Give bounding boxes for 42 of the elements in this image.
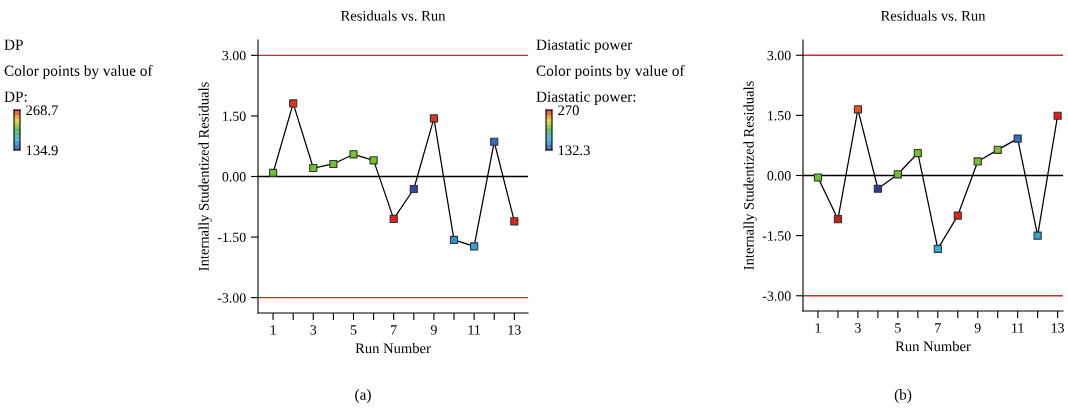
x-tick-label: 11 xyxy=(1012,323,1024,333)
x-axis-title: Run Number xyxy=(895,340,971,352)
y-tick-label: 1.50 xyxy=(223,111,246,121)
text: Color points by value of xyxy=(536,64,685,80)
color-bar-label: 132.3 xyxy=(558,145,590,156)
y-tick-label: 1.50 xyxy=(768,110,791,121)
text: DP xyxy=(4,39,23,50)
y-tick-label: 0.00 xyxy=(767,171,791,181)
x-tick-label: 3 xyxy=(855,323,861,333)
x-tick-label: 11 xyxy=(468,325,480,335)
y-tick-label: -3.00 xyxy=(762,291,791,301)
x-tick-label: 5 xyxy=(350,325,357,335)
y-tick-label: 3.00 xyxy=(767,50,791,61)
y-tick-label: -3.00 xyxy=(217,293,246,303)
x-tick-label: 9 xyxy=(430,325,437,335)
x-tick-label: 1 xyxy=(815,323,821,333)
chart-title: Residuals vs. Run xyxy=(880,10,986,21)
x-tick-label: 1 xyxy=(270,325,276,335)
y-tick-label: 0.00 xyxy=(222,172,246,182)
color-bar-label: 268.7 xyxy=(26,105,58,116)
chart-title: Residuals vs. Run xyxy=(340,10,446,21)
x-tick-label: 3 xyxy=(310,325,317,335)
y-axis-title: Internally Studentized Residuals xyxy=(743,81,757,270)
x-tick-label: 9 xyxy=(974,323,981,333)
color-bar-label: 134.9 xyxy=(26,145,58,156)
text: Diastatic power xyxy=(536,39,633,53)
x-tick-label: 7 xyxy=(935,323,941,333)
color-bar-title: Diastatic power: xyxy=(536,91,636,105)
y-tick-label: -1.50 xyxy=(762,231,791,241)
x-tick-label: 13 xyxy=(1051,323,1065,333)
color-bar-title: DP: xyxy=(4,91,27,102)
x-tick-label: 7 xyxy=(391,325,397,335)
y-tick-label: -1.50 xyxy=(217,232,246,243)
y-tick-label: 3.00 xyxy=(222,50,246,61)
text: (b) xyxy=(894,389,912,403)
color-bar-label: 270 xyxy=(558,105,579,116)
x-tick-label: 5 xyxy=(895,323,901,333)
text: Color points by value of xyxy=(4,64,153,80)
x-tick-label: 13 xyxy=(508,325,521,335)
text: (a) xyxy=(355,389,371,403)
y-axis-title: Internally Studentized Residuals xyxy=(198,82,212,271)
x-axis-title: Run Number xyxy=(355,342,431,354)
